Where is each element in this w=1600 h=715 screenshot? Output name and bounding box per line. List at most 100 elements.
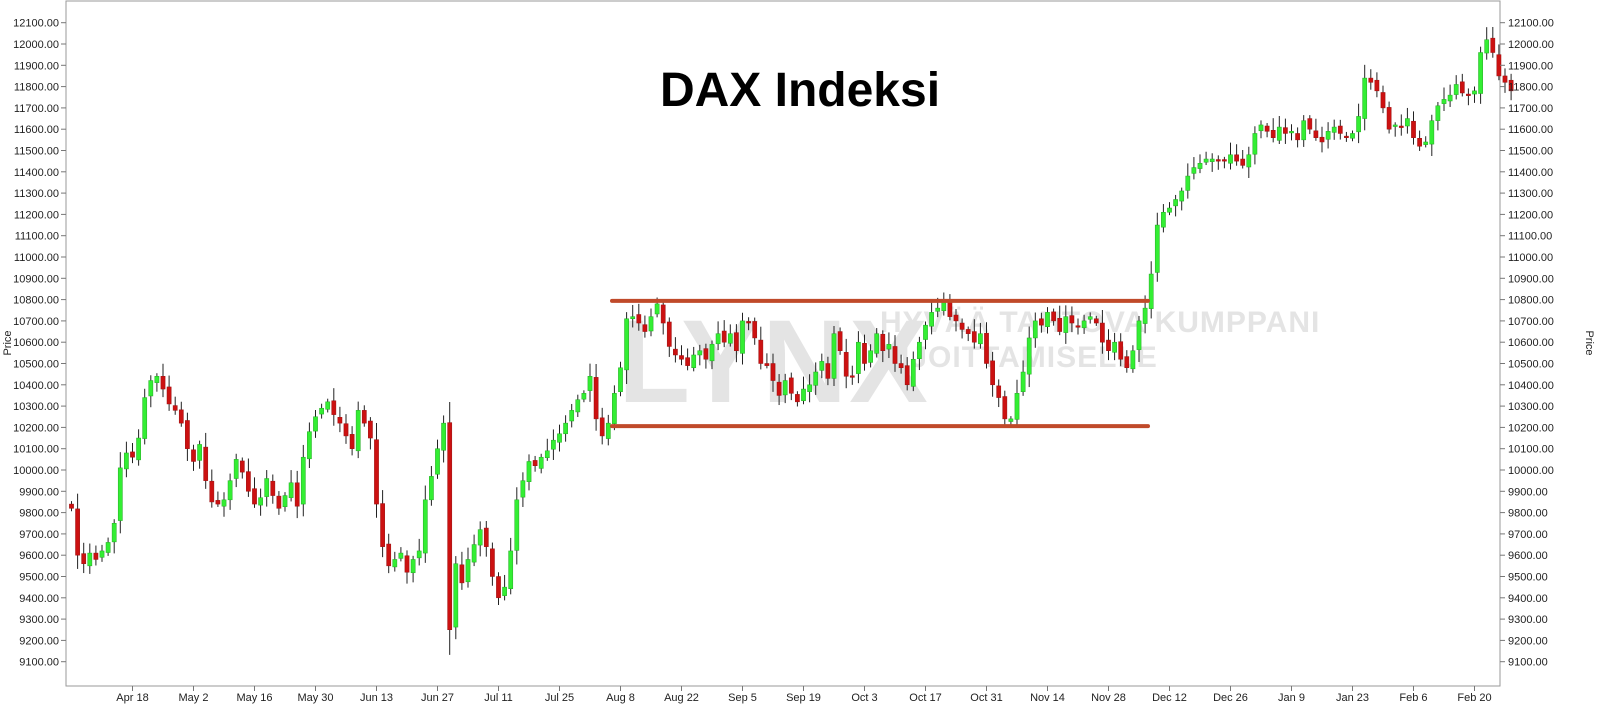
candle <box>239 457 245 479</box>
y-tick-label-right: 12000.00 <box>1508 39 1554 51</box>
candle <box>1490 26 1496 58</box>
y-tick-label-right: 9700.00 <box>1508 529 1548 541</box>
candle <box>1240 149 1246 169</box>
candle-body <box>1167 207 1172 213</box>
candle-body <box>612 393 617 424</box>
candle-body <box>1063 316 1069 333</box>
candle <box>648 308 654 337</box>
candle <box>1295 127 1300 148</box>
candle-body <box>978 333 983 345</box>
candle-body <box>1441 99 1447 104</box>
candle <box>819 353 825 379</box>
candle-body <box>1344 135 1349 138</box>
candle-body <box>483 527 489 547</box>
candle <box>721 320 727 348</box>
candle-body <box>849 375 855 378</box>
candle <box>965 326 971 342</box>
candle <box>599 407 605 445</box>
candle <box>1057 305 1063 336</box>
y-tick-label-right: 11600.00 <box>1508 124 1553 136</box>
candle <box>337 406 343 433</box>
candle-body <box>551 439 556 450</box>
candle <box>1429 114 1435 156</box>
candle-body <box>1264 125 1270 132</box>
candle-body <box>325 401 331 410</box>
candle-body <box>1374 79 1380 92</box>
y-tick-label-left: 9600.00 <box>19 550 59 562</box>
candle <box>1130 345 1136 373</box>
x-tick-label: Jul 25 <box>545 692 574 704</box>
candle-body <box>581 393 587 400</box>
candle <box>1392 122 1398 137</box>
candles-layer <box>69 26 1514 655</box>
y-tick-label-right: 11300.00 <box>1508 188 1553 200</box>
candle <box>81 542 87 574</box>
candle-body <box>264 478 270 497</box>
y-tick-label-left: 12100.00 <box>13 18 59 30</box>
candle <box>386 533 392 574</box>
candle <box>697 344 703 366</box>
candle <box>849 365 855 385</box>
candle <box>679 345 684 366</box>
x-tick-label: Jun 13 <box>360 692 393 704</box>
candle-body <box>246 471 251 492</box>
candle-body <box>1240 158 1246 166</box>
candle-body <box>1039 318 1044 326</box>
candle-body <box>953 314 959 322</box>
y-tick-label-right: 9600.00 <box>1508 550 1548 562</box>
candle-body <box>782 380 788 396</box>
candle-body <box>117 467 123 521</box>
candle <box>947 294 953 321</box>
candle-body <box>1191 167 1197 174</box>
y-tick-label-right: 9300.00 <box>1508 614 1548 626</box>
y-tick-label-right: 10100.00 <box>1508 444 1554 456</box>
candle <box>1337 119 1343 140</box>
candle <box>1246 146 1252 178</box>
candle <box>1289 124 1294 141</box>
candle-body <box>1069 315 1075 324</box>
candle-body <box>935 307 941 312</box>
candle-body <box>892 346 898 364</box>
candle-body <box>197 444 202 461</box>
candle-body <box>520 480 526 498</box>
x-tick-label: Oct 3 <box>851 692 877 704</box>
candle <box>660 299 666 335</box>
candle <box>563 415 568 442</box>
candle-body <box>1313 130 1319 138</box>
x-tick-label: Jun 27 <box>421 692 454 704</box>
candle <box>1270 118 1276 143</box>
y-tick-label-right: 10400.00 <box>1508 380 1554 392</box>
candle <box>1234 144 1239 166</box>
candle <box>1148 261 1154 319</box>
candle-body <box>1478 52 1483 94</box>
y-tick-label-right: 9900.00 <box>1508 486 1548 498</box>
candle <box>990 351 995 397</box>
candle-body <box>837 331 843 351</box>
candle <box>1075 318 1081 335</box>
candle <box>575 394 581 417</box>
candle-body <box>1222 159 1227 162</box>
candle <box>1417 130 1422 151</box>
candle-body <box>398 552 404 559</box>
candle <box>1405 107 1410 134</box>
candle <box>1344 131 1349 142</box>
candle-body <box>1112 341 1117 353</box>
candle <box>813 362 819 395</box>
candle-body <box>1417 138 1422 147</box>
candle-body <box>1185 175 1191 191</box>
candle <box>111 519 117 554</box>
candle <box>1350 130 1355 142</box>
y-tick-label-right: 11100.00 <box>1508 231 1552 243</box>
candle <box>1069 306 1075 333</box>
candle-body <box>734 332 739 351</box>
x-tick-label: Feb 6 <box>1399 692 1427 704</box>
candle-body <box>1295 133 1300 141</box>
candle-body <box>307 431 312 460</box>
candle-body <box>471 544 477 563</box>
candle <box>727 324 733 347</box>
candle <box>551 429 556 460</box>
candle-body <box>447 422 453 631</box>
candle <box>392 551 398 572</box>
candle-body <box>673 348 678 356</box>
x-tick-label: Jan 23 <box>1336 692 1369 704</box>
